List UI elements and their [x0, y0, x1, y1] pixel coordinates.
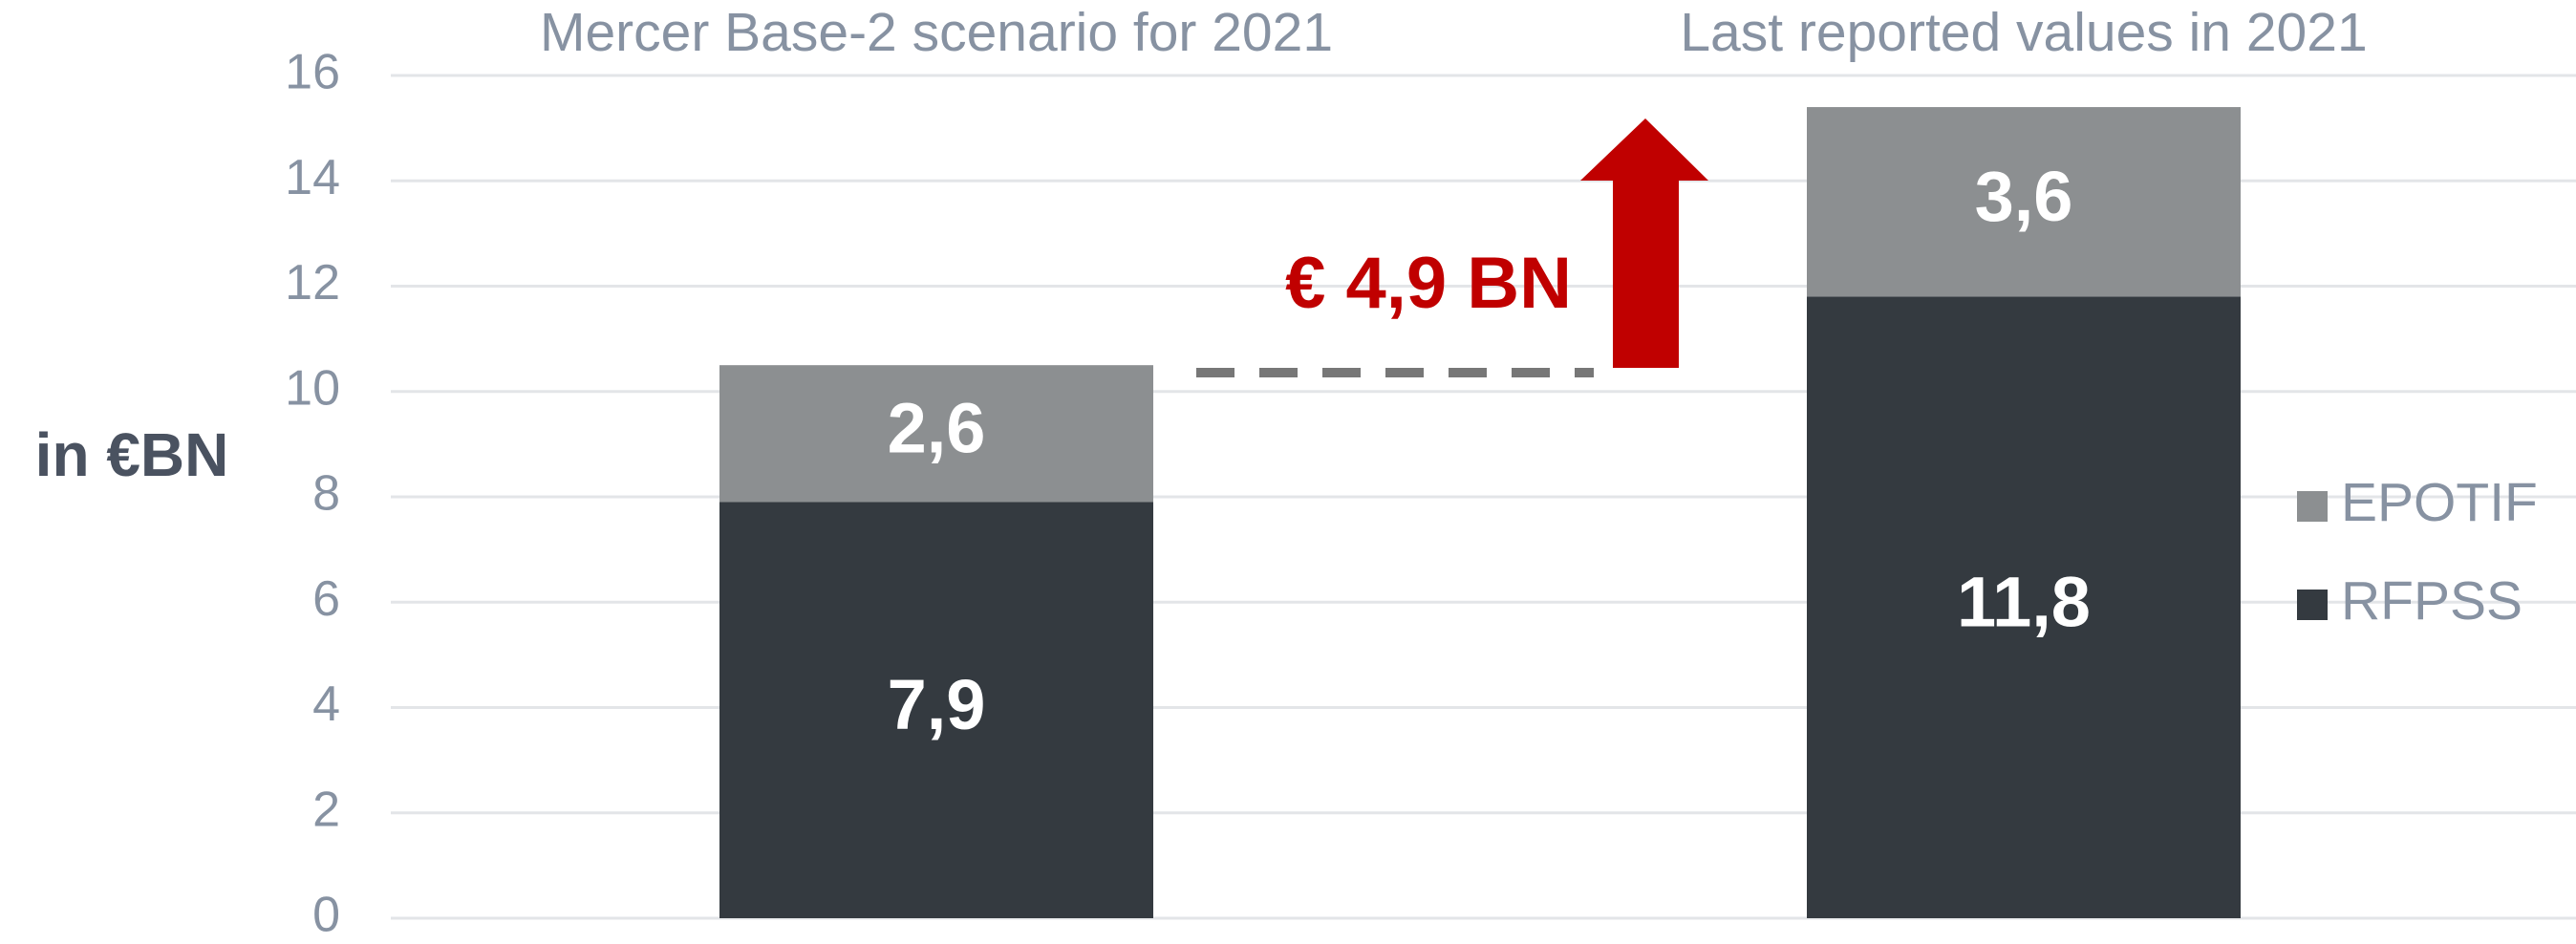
y-axis-label: in €BN: [35, 420, 229, 489]
y-tick-label: 2: [312, 782, 340, 837]
data-label: 3,6: [1975, 157, 2073, 236]
legend-swatch: [2297, 491, 2328, 522]
category-label: Last reported values in 2021: [1680, 2, 2367, 63]
y-tick-label: 10: [285, 360, 340, 416]
legend-swatch: [2297, 590, 2328, 620]
bar-segment: [719, 502, 1153, 918]
annotation: € 4,9 BN: [1285, 243, 1572, 324]
y-tick-label: 16: [285, 45, 340, 100]
category-label: Mercer Base-2 scenario for 2021: [540, 2, 1333, 63]
arrow: [1580, 118, 1708, 368]
data-label: 2,6: [888, 388, 986, 467]
y-tick-label: 12: [285, 255, 340, 311]
y-tick-label: 6: [312, 571, 340, 627]
y-tick-label: 8: [312, 466, 340, 522]
y-tick-label: 0: [312, 888, 340, 943]
legend-label: EPOTIF: [2341, 472, 2538, 533]
y-tick-label: 14: [285, 150, 340, 205]
bar-segment: [719, 365, 1153, 503]
bar-segment: [1807, 107, 2241, 297]
data-label: 7,9: [888, 665, 986, 744]
bar-segment: [1807, 296, 2241, 918]
data-label: 11,8: [1957, 562, 2091, 641]
y-tick-label: 4: [312, 676, 340, 732]
legend-label: RFPSS: [2341, 570, 2522, 632]
